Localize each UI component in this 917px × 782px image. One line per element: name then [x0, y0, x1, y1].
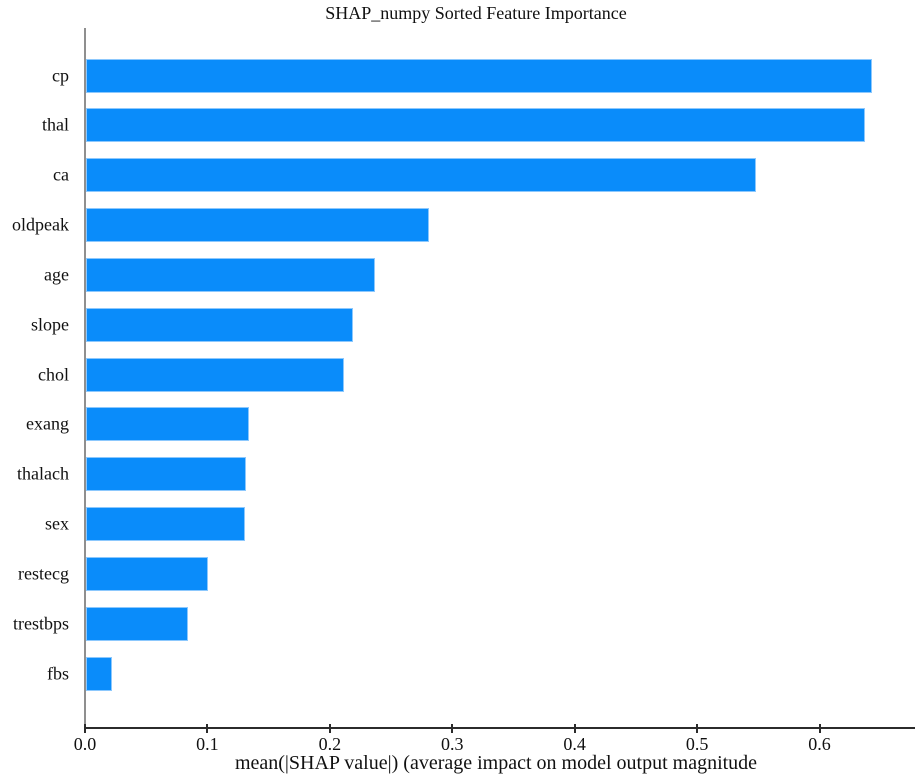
y-tick-label-trestbps: trestbps: [13, 613, 69, 634]
bar-trestbps: [86, 606, 188, 641]
bar-fbs: [86, 656, 112, 691]
bar-ca: [86, 158, 756, 193]
y-tick-label-thal: thal: [42, 114, 69, 135]
y-tick-label-oldpeak: oldpeak: [12, 214, 69, 235]
y-tick-label-chol: chol: [38, 364, 69, 385]
bar-slope: [86, 307, 353, 342]
bar-age: [86, 257, 375, 292]
x-axis-line: [84, 727, 915, 729]
x-tick-label-0.3: 0.3: [441, 734, 464, 754]
y-tick-label-exang: exang: [26, 413, 69, 434]
x-tick-mark-0.0: [84, 724, 86, 733]
bar-sex: [86, 507, 246, 542]
x-tick-label-0.0: 0.0: [73, 734, 97, 754]
y-axis-line: [84, 28, 86, 728]
x-tick-mark-0.5: [696, 724, 699, 733]
x-tick-mark-0.6: [818, 724, 821, 733]
y-tick-label-thalach: thalach: [17, 463, 69, 484]
y-tick-label-ca: ca: [53, 164, 69, 185]
chart-title: SHAP_numpy Sorted Feature Importance: [325, 3, 627, 23]
x-axis-label: mean(|SHAP value|) (average impact on mo…: [234, 752, 758, 774]
y-tick-label-age: age: [44, 264, 69, 285]
x-tick-label-0.6: 0.6: [808, 734, 831, 754]
y-tick-label-restecg: restecg: [18, 563, 69, 584]
x-tick-label-0.4: 0.4: [563, 734, 586, 754]
x-tick-mark-0.4: [573, 724, 576, 733]
x-tick-mark-0.1: [206, 724, 209, 733]
bar-oldpeak: [86, 208, 429, 243]
bar-thal: [86, 108, 865, 143]
x-tick-label-0.2: 0.2: [318, 734, 342, 754]
x-tick-label-0.1: 0.1: [196, 734, 219, 754]
x-tick-mark-0.2: [328, 724, 331, 733]
bar-chol: [86, 357, 345, 392]
bar-cp: [86, 58, 872, 93]
bar-thalach: [86, 457, 247, 492]
y-tick-label-cp: cp: [52, 65, 69, 85]
plot-area: cp thal ca oldpeak age slope chol exang thalach s…: [12, 28, 915, 754]
x-tick-mark-0.3: [451, 724, 454, 733]
y-tick-label-fbs: fbs: [47, 663, 69, 684]
y-tick-label-sex: sex: [45, 513, 69, 534]
bar-restecg: [86, 557, 209, 591]
bar-exang: [86, 407, 249, 442]
x-tick-label-0.5: 0.5: [685, 734, 709, 754]
y-tick-label-slope: slope: [31, 314, 69, 335]
